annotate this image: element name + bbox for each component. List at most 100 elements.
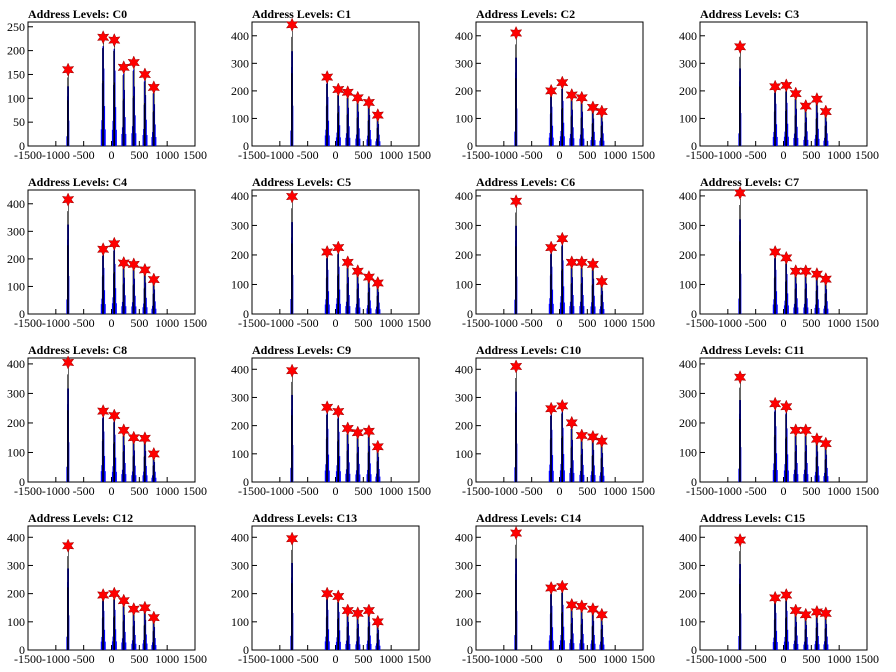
peak-marker xyxy=(509,359,523,374)
y-tick-label: 200 xyxy=(679,84,697,98)
y-tick-label: 400 xyxy=(455,189,473,203)
y-tick-label: 100 xyxy=(679,445,697,459)
x-tick-label: -1500 xyxy=(462,316,490,330)
peak-marker xyxy=(780,399,793,414)
peak-marker xyxy=(108,32,121,48)
y-tick-label: 300 xyxy=(679,56,697,70)
peak-marker xyxy=(371,108,384,123)
x-tick-label: 500 xyxy=(578,148,596,162)
x-tick-label: 0 xyxy=(781,484,787,498)
x-tick-label: 1000 xyxy=(827,652,851,666)
panel-10: Address Levels: C10 0 100 200 300 400 -1500 -10… xyxy=(455,343,655,498)
y-tick-label: 300 xyxy=(7,558,25,572)
x-tick-label: 1000 xyxy=(155,316,179,330)
x-tick-label: 1000 xyxy=(379,148,403,162)
peak-marker xyxy=(556,579,569,594)
x-tick-label: -1500 xyxy=(14,484,42,498)
peak-marker xyxy=(117,60,130,75)
peak-marker xyxy=(332,240,345,255)
x-tick-label: -1500 xyxy=(686,652,714,666)
x-tick-label: -1000 xyxy=(714,484,742,498)
x-tick-label: 500 xyxy=(578,484,596,498)
y-tick-label: 300 xyxy=(455,558,473,572)
y-tick-label: 200 xyxy=(455,587,473,601)
panel-title: Address Levels: C7 xyxy=(700,175,799,189)
peak-marker xyxy=(733,185,747,201)
y-tick-label: 0 xyxy=(691,475,697,489)
x-tick-label: -1000 xyxy=(714,148,742,162)
x-tick-label: 500 xyxy=(130,652,148,666)
x-tick-label: -1500 xyxy=(686,316,714,330)
y-tick-label: 0 xyxy=(467,139,473,153)
x-tick-label: -500 xyxy=(521,316,543,330)
x-tick-label: 1500 xyxy=(183,652,207,666)
y-tick-label: 100 xyxy=(7,615,25,629)
y-tick-label: 300 xyxy=(455,390,473,404)
y-tick-label: 250 xyxy=(7,20,25,34)
x-tick-label: 500 xyxy=(802,316,820,330)
peak-marker xyxy=(544,240,558,255)
y-tick-label: 100 xyxy=(7,91,25,105)
peak-marker xyxy=(341,603,354,618)
y-tick-label: 400 xyxy=(455,362,473,376)
peak-marker xyxy=(819,436,832,451)
x-tick-label: 500 xyxy=(130,316,148,330)
x-tick-label: 0 xyxy=(109,316,115,330)
y-tick-label: 0 xyxy=(691,643,697,657)
peak-marker xyxy=(351,425,364,440)
y-tick-label: 0 xyxy=(243,475,249,489)
x-tick-label: 0 xyxy=(557,484,563,498)
peak-marker xyxy=(108,586,121,601)
y-tick-label: 0 xyxy=(19,643,25,657)
panel-title: Address Levels: C14 xyxy=(476,511,581,525)
x-tick-label: 1500 xyxy=(407,316,431,330)
x-tick-label: 1000 xyxy=(379,484,403,498)
x-tick-label: 500 xyxy=(130,148,148,162)
y-tick-label: 200 xyxy=(679,587,697,601)
peak-marker xyxy=(371,614,384,629)
peak-marker xyxy=(733,370,747,385)
y-tick-label: 400 xyxy=(231,189,249,203)
y-tick-label: 0 xyxy=(467,475,473,489)
y-tick-label: 300 xyxy=(231,56,249,70)
x-tick-label: 0 xyxy=(781,652,787,666)
peak-marker xyxy=(108,408,121,423)
x-tick-label: 1000 xyxy=(379,316,403,330)
peak-marker xyxy=(819,272,832,287)
x-tick-label: -1500 xyxy=(462,148,490,162)
x-tick-label: -500 xyxy=(745,484,767,498)
x-tick-label: 1000 xyxy=(827,316,851,330)
y-tick-label: 100 xyxy=(455,277,473,291)
peak-marker xyxy=(127,602,140,617)
y-tick-label: 100 xyxy=(455,447,473,461)
peak-marker xyxy=(332,589,345,604)
x-tick-label: -500 xyxy=(73,652,95,666)
y-tick-label: 400 xyxy=(679,530,697,544)
peak-marker xyxy=(586,429,600,445)
peak-marker xyxy=(768,244,782,260)
y-tick-label: 0 xyxy=(243,139,249,153)
panel-4: Address Levels: C4 0 100 200 300 400 -1500 -100… xyxy=(7,175,207,330)
x-tick-label: 0 xyxy=(109,652,115,666)
x-tick-label: 500 xyxy=(354,316,372,330)
y-tick-label: 400 xyxy=(231,362,249,376)
peak-marker xyxy=(108,236,121,251)
peak-marker xyxy=(341,421,354,436)
x-tick-label: 1000 xyxy=(155,652,179,666)
x-tick-label: 1500 xyxy=(407,148,431,162)
x-tick-label: -1500 xyxy=(686,484,714,498)
x-tick-label: 1500 xyxy=(855,148,879,162)
x-tick-label: 500 xyxy=(354,652,372,666)
x-tick-label: 500 xyxy=(578,316,596,330)
y-tick-label: 100 xyxy=(679,277,697,291)
x-tick-label: 0 xyxy=(557,316,563,330)
x-tick-label: 0 xyxy=(781,148,787,162)
peak-marker xyxy=(117,423,130,438)
x-tick-label: -500 xyxy=(73,148,95,162)
x-tick-label: 1000 xyxy=(155,484,179,498)
plot-frame xyxy=(27,525,196,651)
y-tick-label: 50 xyxy=(13,115,25,129)
peak-marker xyxy=(341,255,354,270)
panel-9: Address Levels: C9 0 100 200 300 400 -1500 -100… xyxy=(231,343,431,498)
y-tick-label: 150 xyxy=(7,67,25,81)
